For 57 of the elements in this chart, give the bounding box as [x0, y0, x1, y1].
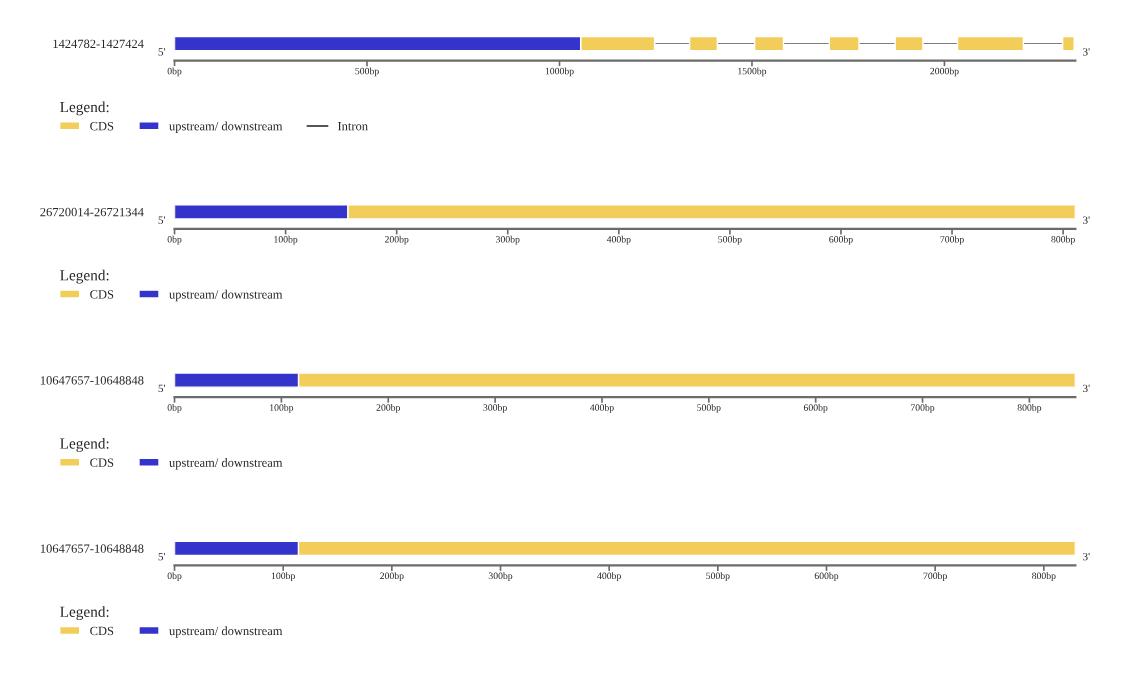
x-tick-label: 500bp	[355, 67, 379, 77]
x-tick-label: 100bp	[274, 235, 298, 245]
text: 5'	[158, 216, 166, 224]
text: 3'	[1083, 48, 1090, 56]
y-tick-label: 1424782-1427424	[53, 39, 144, 49]
x-tick-label: 700bp	[923, 572, 947, 582]
x-tick-label: 600bp	[803, 404, 828, 413]
legend-title: Legend:	[60, 437, 109, 452]
legend-label: upstream/ downstream	[169, 121, 283, 133]
legend-label: upstream/ downstream	[169, 289, 283, 302]
x-tick-label: 1000bp	[545, 67, 574, 77]
x-tick-label: 500bp	[706, 572, 730, 582]
legend-label: CDS	[90, 121, 114, 131]
x-tick-label: 600bp	[829, 235, 853, 245]
x-tick-label: 0bp	[167, 404, 182, 413]
x-tick-label: 700bp	[940, 235, 964, 245]
x-tick-label: 800bp	[1032, 572, 1056, 582]
x-tick-label: 500bp	[697, 404, 721, 413]
x-tick-label: 0bp	[167, 67, 182, 77]
x-tick-label: 800bp	[1017, 404, 1042, 413]
legend-label: upstream/ downstream	[169, 626, 283, 638]
text: 3'	[1083, 216, 1090, 224]
x-tick-label: 200bp	[384, 235, 409, 245]
y-tick-label: 10647657-10648848	[40, 544, 144, 553]
text: 3'	[1083, 384, 1090, 393]
legend-title: Legend:	[60, 101, 109, 116]
x-tick-label: 700bp	[911, 404, 935, 413]
legend-label: CDS	[90, 626, 114, 636]
text: 5'	[158, 384, 166, 393]
y-tick-label: 26720014-26721344	[40, 207, 144, 217]
x-tick-label: 200bp	[376, 404, 401, 413]
y-tick-label: 10647657-10648848	[40, 376, 144, 385]
x-tick-label: 1500bp	[738, 67, 767, 77]
text: 5'	[158, 552, 166, 561]
x-tick-label: 100bp	[271, 572, 295, 582]
legend-label: CDS	[90, 458, 114, 467]
legend-title: Legend:	[60, 269, 109, 284]
text: 3'	[1083, 552, 1090, 561]
x-tick-label: 2000bp	[930, 67, 959, 77]
x-tick-label: 300bp	[483, 404, 507, 413]
x-tick-label: 200bp	[380, 572, 404, 582]
x-tick-label: 500bp	[718, 235, 742, 245]
x-tick-label: 600bp	[814, 572, 839, 582]
x-tick-label: 300bp	[496, 235, 520, 245]
x-tick-label: 400bp	[589, 404, 614, 413]
x-tick-label: 100bp	[270, 404, 294, 413]
legend-label: upstream/ downstream	[169, 458, 283, 470]
x-tick-label: 400bp	[606, 235, 631, 245]
x-tick-label: 300bp	[488, 572, 513, 582]
legend-label: Intron	[337, 122, 368, 131]
x-tick-label: 800bp	[1051, 235, 1075, 245]
text: 5'	[158, 48, 166, 56]
legend-title: Legend:	[60, 606, 109, 621]
legend-label: CDS	[90, 290, 114, 299]
x-tick-label: 0bp	[167, 572, 182, 582]
x-tick-label: 0bp	[167, 235, 182, 245]
x-tick-label: 400bp	[597, 572, 621, 582]
